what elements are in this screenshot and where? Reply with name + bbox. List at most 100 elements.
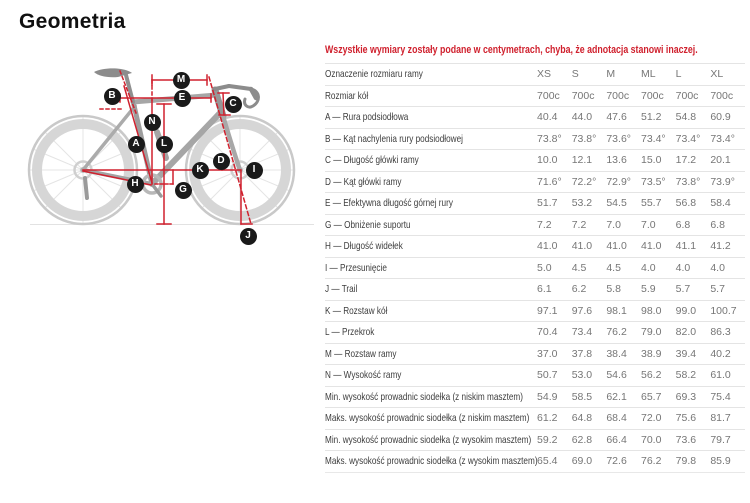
row-value: 55.7 [641, 197, 662, 210]
row-label-text: Maks. wysokość prowadnic siodełka (z wys… [325, 455, 538, 468]
row-value: 15.0 [641, 154, 662, 167]
table-row: H — Długość widełek 41.0 41.0 41.0 41.0 41.1 4… [325, 235, 745, 258]
marker-e: E [173, 89, 191, 107]
row-label: J — Trail [325, 279, 537, 301]
units-note: Wszystkie wymiary zostały podane w centy… [325, 44, 750, 56]
row-value: 6.8 [710, 218, 725, 231]
size-column-header: S [571, 68, 579, 81]
row-value: 56.2 [641, 369, 662, 382]
row-value: 37.8 [571, 347, 593, 360]
row-value: 65.7 [641, 390, 662, 403]
row-value: 54.6 [606, 369, 627, 382]
row-value: 82.0 [675, 326, 697, 339]
row-value: 38.4 [606, 347, 627, 360]
row-label-text: G — Obniżenie suportu [325, 218, 411, 231]
row-value: 40.2 [710, 347, 731, 360]
table-row: Min. wysokość prowadnic siodełka (z nisk… [325, 386, 745, 408]
row-value: 73.8° [537, 132, 562, 145]
row-value: 73.5° [641, 175, 666, 188]
row-value: 7.0 [641, 218, 656, 231]
row-value: 73.8° [571, 132, 597, 145]
row-value: 70.4 [537, 326, 558, 339]
row-value: 54.8 [675, 111, 697, 124]
row-label: I — Przesunięcie [325, 257, 537, 279]
row-label-text: D — Kąt główki ramy [325, 175, 402, 188]
row-value: 51.7 [537, 197, 558, 210]
marker-k: K [191, 161, 209, 179]
row-label-text: M — Rozstaw ramy [325, 347, 397, 360]
row-value: 41.0 [606, 240, 627, 253]
page-title: Geometria [19, 10, 126, 33]
row-value: 6.8 [675, 218, 691, 231]
row-value: 72.0 [641, 412, 662, 425]
row-value: 41.0 [537, 240, 558, 253]
row-value: 64.8 [571, 412, 593, 425]
row-label-text: E — Efektywna długość górnej rury [325, 197, 453, 210]
marker-i: I [245, 161, 263, 179]
row-value: 47.6 [606, 111, 627, 124]
row-label-text: N — Wysokość ramy [325, 369, 402, 382]
row-value: 76.2 [606, 326, 627, 339]
row-value: 41.0 [571, 240, 593, 253]
row-value: 20.1 [710, 154, 731, 167]
table-row: N — Wysokość ramy 50.7 53.0 54.6 56.2 58.2 61.… [325, 364, 745, 387]
row-value: 6.1 [537, 283, 552, 296]
size-column-header: XL [710, 68, 724, 81]
row-value: 4.0 [675, 261, 691, 274]
size-column-header: L [675, 68, 682, 81]
row-value: 72.6 [606, 455, 627, 468]
row-value: 44.0 [571, 111, 593, 124]
row-value: 4.5 [571, 261, 587, 274]
row-label-text: Maks. wysokość prowadnic siodełka (z nis… [325, 412, 530, 425]
row-value: 65.4 [537, 455, 558, 468]
row-value: 98.0 [641, 304, 662, 317]
row-value: 5.7 [710, 283, 725, 296]
table-row: Min. wysokość prowadnic siodełka (z wyso… [325, 429, 745, 451]
row-value: 73.4° [710, 132, 735, 145]
table-row: M — Rozstaw ramy 37.0 37.8 38.4 38.9 39.4 40.2 [325, 343, 745, 365]
row-label: Min. wysokość prowadnic siodełka (z wyso… [325, 429, 537, 451]
row-value: 62.1 [606, 390, 627, 403]
row-value: 69.3 [675, 390, 697, 403]
row-value: 61.0 [710, 369, 731, 382]
row-value: 7.0 [606, 218, 621, 231]
row-value: 17.2 [675, 154, 697, 167]
row-label-text: H — Długość widełek [325, 240, 403, 253]
row-value: 97.6 [571, 304, 593, 317]
row-label: K — Rozstaw kół [325, 300, 537, 322]
row-value: 70.0 [641, 433, 662, 446]
bike-illustration [27, 68, 314, 226]
table-row: Rozmiar kół 700c 700c 700c 700c 700c 700c [325, 85, 745, 107]
row-value: 41.0 [641, 240, 662, 253]
row-value: 73.4° [675, 132, 701, 145]
row-label: Maks. wysokość prowadnic siodełka (z wys… [325, 451, 538, 473]
row-value: 6.2 [571, 283, 587, 296]
row-label: C — Długość główki ramy [325, 150, 537, 172]
row-value: 59.2 [537, 433, 558, 446]
row-value: 73.8° [675, 175, 701, 188]
table-row: L — Przekrok 70.4 73.4 76.2 79.0 82.0 86.3 [325, 321, 745, 344]
table-row: B — Kąt nachylenia rury podsiodłowej 73.8… [325, 128, 745, 150]
table-row: I — Przesunięcie 5.0 4.5 4.5 4.0 4.0 4.0 [325, 257, 745, 279]
row-label: L — Przekrok [325, 322, 537, 344]
row-value: 62.8 [571, 433, 593, 446]
marker-b: B [103, 87, 121, 105]
units-note-text: Wszystkie wymiary zostały podane w centy… [325, 44, 698, 56]
row-value: 4.0 [641, 261, 656, 274]
geometry-table-body: Rozmiar kół 700c 700c 700c 700c 700c 700c A — R… [325, 85, 745, 472]
row-value: 79.0 [641, 326, 662, 339]
row-value: 73.6° [606, 132, 631, 145]
marker-a: A [127, 135, 145, 153]
row-value: 38.9 [641, 347, 662, 360]
row-value: 40.4 [537, 111, 558, 124]
row-label: M — Rozstaw ramy [325, 343, 537, 365]
row-value: 54.5 [606, 197, 627, 210]
row-label: N — Wysokość ramy [325, 365, 537, 387]
row-value: 79.7 [710, 433, 731, 446]
table-row: K — Rozstaw kół 97.1 97.6 98.1 98.0 99.0 100.7 [325, 300, 745, 322]
row-label: B — Kąt nachylenia rury podsiodłowej [325, 128, 537, 150]
size-header-label: Oznaczenie rozmiaru ramy [325, 64, 537, 86]
row-value: 37.0 [537, 347, 558, 360]
row-value: 73.4 [571, 326, 593, 339]
